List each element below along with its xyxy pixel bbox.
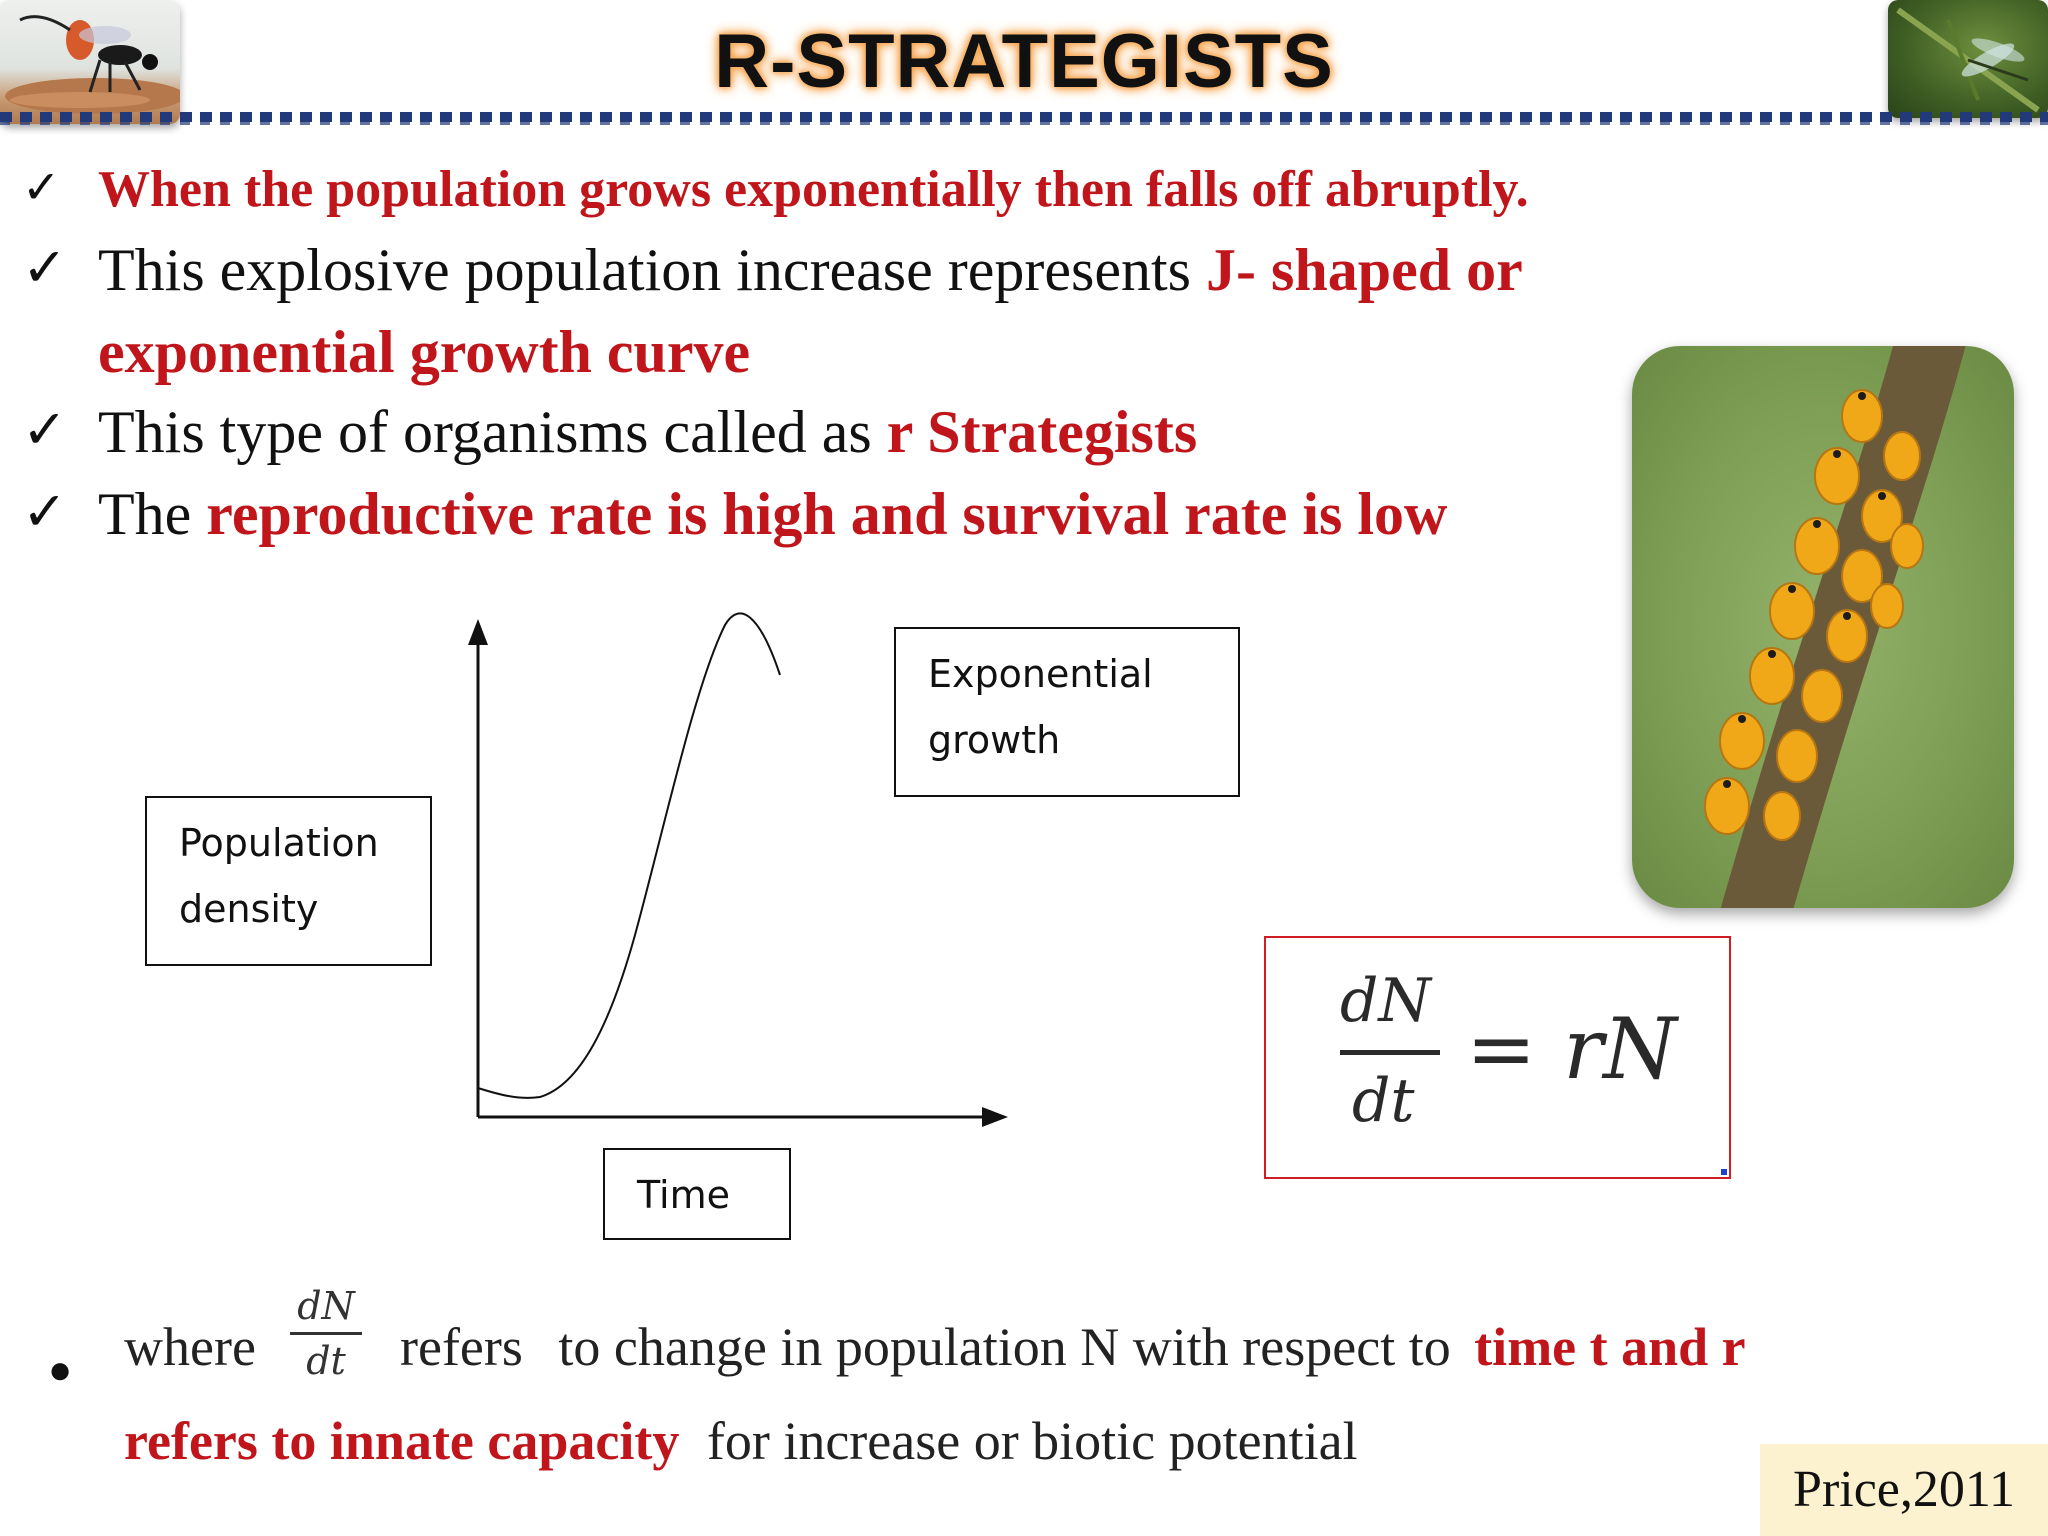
y-axis-arrow-icon xyxy=(468,619,488,645)
footnote-where: where xyxy=(124,1317,256,1377)
bullet-2-continuation-emphasis: exponential growth curve xyxy=(98,319,751,385)
bullet-dot-icon: ● xyxy=(48,1347,73,1392)
footnote-refers: refers xyxy=(400,1317,523,1377)
equation-box: dN dt = rN xyxy=(1264,936,1731,1179)
footnote-red-1: time t and r xyxy=(1474,1317,1746,1377)
bullet-3-text: This type of organisms called as xyxy=(98,399,887,465)
footnote-red-2: refers to innate capacity xyxy=(124,1411,680,1471)
curve-label-box: Exponential growth xyxy=(894,627,1240,797)
checkmark-icon: ✓ xyxy=(22,160,61,214)
footnote-end: for increase or biotic potential xyxy=(706,1411,1358,1471)
curve-label-line2: growth xyxy=(928,718,1061,762)
growth-curve-diagram xyxy=(468,612,1008,1127)
curve-label-line1: Exponential xyxy=(928,652,1153,696)
bullet-4-emphasis: reproductive rate is high and survival r… xyxy=(206,481,1448,547)
y-axis-label-line2: density xyxy=(179,887,319,931)
bullet-2-text: This explosive population increase repre… xyxy=(98,237,1207,303)
bullet-2-continuation: exponential growth curve xyxy=(98,318,750,387)
x-axis-arrow-icon xyxy=(982,1107,1008,1127)
footnote-frac-den: dt xyxy=(306,1339,346,1383)
bullet-3-emphasis: r Strategists xyxy=(886,399,1198,465)
exponential-curve xyxy=(477,612,781,1099)
bullet-2: This explosive population increase repre… xyxy=(98,236,1523,305)
footnote-line-1-rest: refers to change in population N with re… xyxy=(400,1316,1746,1378)
bullet-3: This type of organisms called as r Strat… xyxy=(98,398,1197,467)
footnote-fraction-bar xyxy=(290,1332,362,1335)
equation-rhs: = rN xyxy=(1466,1000,1677,1098)
bullet-2-emphasis: J- shaped or xyxy=(1206,237,1523,303)
footnote-line-1: where xyxy=(124,1312,256,1377)
slide-title: R-STRATEGISTS xyxy=(714,19,1334,104)
citation: Price,2011 xyxy=(1760,1444,2048,1536)
checkmark-icon: ✓ xyxy=(22,398,68,461)
resize-handle xyxy=(1721,1169,1727,1175)
y-axis-label-line1: Population xyxy=(179,821,379,865)
wasp-photo xyxy=(0,0,180,124)
fraction-bar xyxy=(1340,1050,1440,1055)
equation-numerator: dN xyxy=(1340,966,1431,1036)
dragonfly-photo xyxy=(1888,0,2048,118)
checkmark-icon: ✓ xyxy=(22,236,68,299)
footnote-frac-num: dN xyxy=(297,1284,355,1328)
footnote-fraction: dN dt xyxy=(286,1284,366,1383)
equation-denominator: dt xyxy=(1352,1066,1415,1136)
bullet-1: When the population grows exponentially … xyxy=(98,160,1529,219)
y-axis-label-box: Population density xyxy=(145,796,432,966)
x-axis-label: Time xyxy=(637,1173,730,1217)
header-divider xyxy=(0,112,2048,122)
footnote-line-2: refers to innate capacity for increase o… xyxy=(124,1410,1358,1472)
x-axis-label-box: Time xyxy=(603,1148,791,1240)
aphid-photo xyxy=(1632,346,2014,908)
bullet-4: The reproductive rate is high and surviv… xyxy=(98,480,1447,549)
header-divider-secondary xyxy=(0,122,2048,125)
bullet-4-text: The xyxy=(98,481,207,547)
bullet-1-emphasis: When the population grows exponentially … xyxy=(98,161,1529,218)
checkmark-icon: ✓ xyxy=(22,480,68,543)
footnote-middle: to change in population N with respect t… xyxy=(558,1317,1451,1377)
